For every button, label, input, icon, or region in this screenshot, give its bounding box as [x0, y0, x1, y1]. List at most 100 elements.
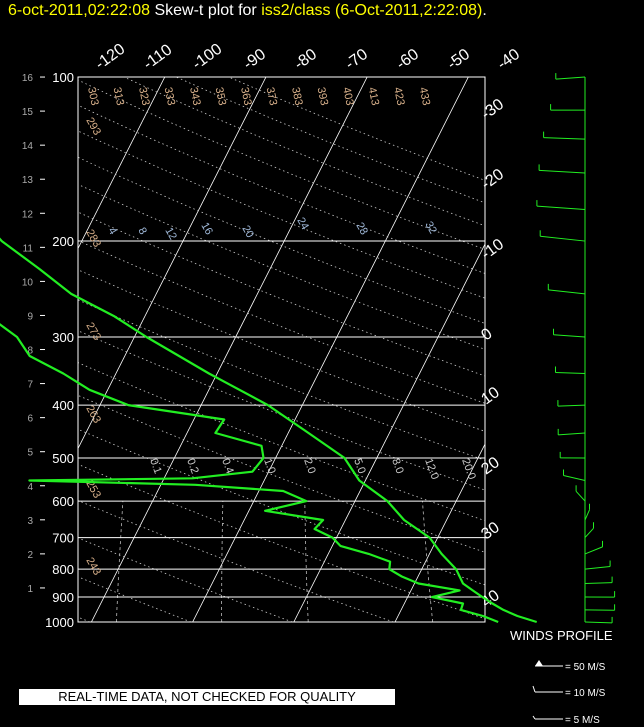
height-tick-label: 13: [22, 175, 34, 186]
wind-barb: [584, 527, 594, 538]
dry-adiabat: [78, 211, 485, 377]
isotherm: [91, 77, 368, 622]
height-tick-label: 3: [27, 516, 33, 527]
mixing-ratio-label: 1.0: [261, 457, 278, 475]
dry-adiabat: [78, 362, 485, 522]
height-tick-label: 11: [23, 243, 34, 254]
isotherm: [597, 77, 644, 622]
quality-banner: REAL-TIME DATA, NOT CHECKED FOR QUALITY: [19, 689, 395, 705]
moist-adiabat-label: 16: [198, 221, 215, 238]
isotherm: [78, 77, 166, 250]
top-adiabat-label: 323: [136, 86, 152, 106]
title-date: 6-oct-2011,02:22:08: [8, 2, 151, 19]
dry-adiabat: [78, 130, 485, 299]
wind-barb: [558, 432, 586, 436]
height-tick-label: 6: [27, 414, 33, 425]
mixing-ratio-label: 2.0: [301, 457, 318, 475]
dry-adiabat: [78, 183, 485, 350]
dry-adiabat: [78, 330, 485, 491]
dewpoint-trace: [0, 323, 499, 624]
wind-barb: [543, 137, 586, 140]
top-temperature-label: -120: [92, 41, 128, 74]
moist-adiabat-label: 24: [294, 216, 311, 233]
wind-barb: [539, 169, 586, 174]
wind-barb: [584, 582, 613, 585]
mixing-ratio-label: 0.1: [147, 457, 164, 475]
dry-adiabat-label: 273: [83, 321, 103, 343]
title-period: .: [482, 2, 487, 19]
pressure-tick-label: 1000: [45, 615, 74, 630]
top-adiabat-label: 313: [111, 86, 127, 106]
height-tick-label: 9: [27, 311, 33, 322]
pressure-tick-label: 400: [52, 398, 74, 413]
mixing-ratio-line: [304, 501, 309, 622]
moist-adiabat-label: 20: [239, 224, 256, 241]
wind-barb: [557, 404, 586, 407]
top-adiabat-label: 343: [187, 86, 203, 106]
title-station: iss2/class (6-Oct-2011,2:22:08): [261, 2, 483, 19]
dry-adiabat: [78, 156, 485, 324]
top-adiabat-label: 353: [213, 86, 229, 106]
mixing-ratio-line: [422, 501, 434, 622]
height-tick-label: 1: [27, 584, 33, 595]
height-tick-label: 14: [22, 141, 34, 152]
mixing-ratio-line: [546, 501, 564, 622]
top-adiabat-label: 433: [417, 86, 433, 106]
wind-barb: [540, 235, 586, 242]
dry-adiabat: [123, 77, 485, 227]
height-tick-label: 12: [22, 209, 34, 220]
wind-legend-barb: [532, 715, 536, 720]
pressure-tick-label: 900: [52, 590, 74, 605]
wind-legend-label: = 5 M/S: [565, 715, 600, 726]
dry-adiabat: [78, 463, 485, 620]
dry-adiabat: [78, 394, 485, 553]
moist-adiabat-label: 8: [135, 226, 148, 237]
wind-legend-label: = 10 M/S: [565, 688, 606, 699]
height-tick-label: 4: [27, 482, 33, 493]
dry-adiabat: [78, 104, 485, 274]
chart-title: 6-oct-2011,02:22:08 Skew-t plot for iss2…: [8, 2, 487, 20]
mixing-ratio-label: 8.0: [389, 457, 406, 475]
moist-adiabat-label: 4: [105, 226, 118, 237]
dry-adiabat: [78, 240, 485, 404]
top-temperature-label: -80: [291, 46, 320, 73]
pressure-tick-label: 200: [52, 234, 74, 249]
wind-barb: [555, 76, 586, 80]
pressure-tick-label: 600: [52, 494, 74, 509]
winds-profile-title: WINDS PROFILE: [510, 628, 613, 643]
pressure-tick-label: 800: [52, 562, 74, 577]
wind-legend-barb: [532, 685, 536, 693]
mixing-ratio-label: 5.0: [351, 457, 368, 475]
dry-adiabat: [78, 79, 485, 250]
top-adiabat-label: 423: [391, 86, 407, 106]
wind-profile: [536, 73, 616, 624]
top-adiabat-label: 373: [264, 86, 280, 106]
dry-adiabat: [78, 269, 485, 432]
top-adiabat-label: 303: [85, 86, 101, 106]
dry-adiabat: [78, 500, 394, 622]
dry-adiabat-label: 283: [83, 228, 103, 250]
top-adiabat-label: 413: [366, 86, 382, 106]
title-text: Skew-t plot for: [150, 2, 262, 19]
pressure-tick-label: 300: [52, 330, 74, 345]
mixing-ratio-label: 0.4: [219, 457, 236, 475]
isotherm: [78, 77, 267, 450]
top-adiabat-label: 403: [340, 86, 356, 106]
top-temperature-label: -40: [494, 46, 523, 73]
wind-legend-label: = 50 M/S: [565, 662, 606, 673]
wind-barb: [563, 475, 586, 481]
mixing-ratio-label: 0.2: [184, 457, 201, 475]
dry-adiabat-label: 263: [83, 404, 103, 426]
dry-adiabat-label: 243: [83, 556, 103, 578]
dry-adiabat: [78, 537, 293, 622]
top-adiabat-label: 393: [315, 86, 331, 106]
mixing-ratio-line: [221, 501, 224, 622]
top-temperature-label: -70: [342, 46, 371, 73]
top-adiabat-label: 363: [238, 86, 254, 106]
top-temperature-label: -90: [240, 46, 269, 73]
wind-barb: [584, 566, 611, 570]
dry-adiabat: [78, 428, 485, 586]
right-temperature-label: 30: [478, 519, 502, 543]
right-temperature-label: -20: [478, 166, 507, 193]
